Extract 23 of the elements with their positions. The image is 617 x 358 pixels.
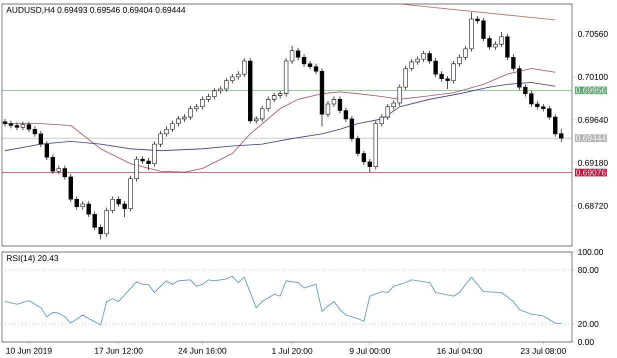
x-tick-label: 1 Jul 20:00 xyxy=(272,348,312,354)
y-tick-label: 0.68720 xyxy=(578,202,608,209)
y-tick-label: 0.70560 xyxy=(578,30,608,37)
y-tick-label: 80.00 xyxy=(578,267,598,273)
y-tick-label: 0.70100 xyxy=(578,74,608,80)
line-series xyxy=(4,82,556,152)
x-tick-label: 24 Jun 16:00 xyxy=(178,348,226,354)
y-tick-label: 0.69180 xyxy=(578,160,608,166)
chart-title: AUDUSD,H4 0.69493 0.69546 0.69404 0.69444 xyxy=(6,6,186,14)
x-tick-label: 23 Jul 08:00 xyxy=(520,348,566,354)
x-tick-label: 10 Jun 2019 xyxy=(6,348,52,354)
ref-line-label: 0.69076 xyxy=(576,170,606,176)
chart-title: RSI(14) 20.43 xyxy=(6,254,58,263)
y-tick-label: 100.00 xyxy=(578,249,604,255)
x-tick-label: 17 Jun 12:00 xyxy=(94,348,143,354)
y-tick-label: 0.69640 xyxy=(578,116,608,123)
y-tick-label: 20.00 xyxy=(578,321,598,327)
x-tick-label: 16 Jul 04:00 xyxy=(437,348,482,354)
y-tick-label: 0.00 xyxy=(578,339,594,345)
ref-line-label: 0.69444 xyxy=(576,135,606,142)
line-series xyxy=(4,276,562,326)
x-tick-label: 9 Jul 00:00 xyxy=(350,348,390,354)
ref-line-label: 0.69956 xyxy=(576,87,606,94)
